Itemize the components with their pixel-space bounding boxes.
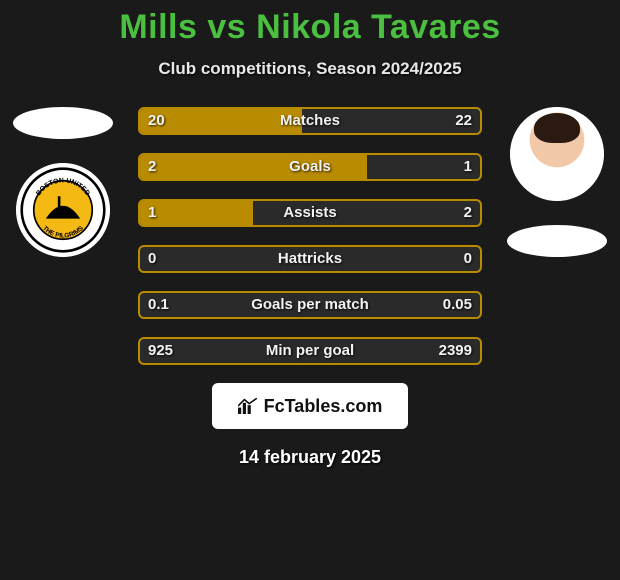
stat-label: Assists: [140, 201, 480, 225]
stat-row: 0Hattricks0: [138, 245, 482, 273]
fctables-text: FcTables.com: [264, 396, 383, 417]
stat-row: 1Assists2: [138, 199, 482, 227]
vs-text: vs: [207, 8, 246, 46]
boston-united-badge-icon: BOSTON UNITED THE PILGRIMS: [16, 163, 110, 257]
left-player-column: BOSTON UNITED THE PILGRIMS: [8, 107, 118, 257]
right-player-column: [502, 107, 612, 257]
stat-label: Goals per match: [140, 293, 480, 317]
content-area: BOSTON UNITED THE PILGRIMS 20Matches222G…: [0, 107, 620, 365]
stat-label: Matches: [140, 109, 480, 133]
player1-name: Mills: [119, 8, 197, 46]
player2-name: Nikola Tavares: [256, 8, 501, 46]
stat-row: 925Min per goal2399: [138, 337, 482, 365]
stat-value-right: 22: [447, 109, 480, 133]
stat-value-right: 0.05: [435, 293, 480, 317]
stat-row: 20Matches22: [138, 107, 482, 135]
right-shadow-ellipse: [507, 225, 607, 257]
stat-row: 0.1Goals per match0.05: [138, 291, 482, 319]
fctables-logo-icon: [238, 398, 258, 414]
left-club-badge: BOSTON UNITED THE PILGRIMS: [16, 163, 110, 257]
stat-value-right: 2399: [431, 339, 480, 363]
right-player-avatar: [510, 107, 604, 201]
stats-bars: 20Matches222Goals11Assists20Hattricks00.…: [138, 107, 482, 365]
left-shadow-ellipse: [13, 107, 113, 139]
date-text: 14 february 2025: [0, 447, 620, 468]
stat-label: Hattricks: [140, 247, 480, 271]
subtitle: Club competitions, Season 2024/2025: [0, 59, 620, 79]
comparison-title: Mills vs Nikola Tavares: [0, 0, 620, 47]
stat-label: Goals: [140, 155, 480, 179]
fctables-badge[interactable]: FcTables.com: [212, 383, 408, 429]
stat-row: 2Goals1: [138, 153, 482, 181]
stat-value-right: 0: [456, 247, 480, 271]
stat-label: Min per goal: [140, 339, 480, 363]
stat-value-right: 1: [456, 155, 480, 179]
stat-value-right: 2: [456, 201, 480, 225]
player-face-icon: [510, 107, 604, 201]
